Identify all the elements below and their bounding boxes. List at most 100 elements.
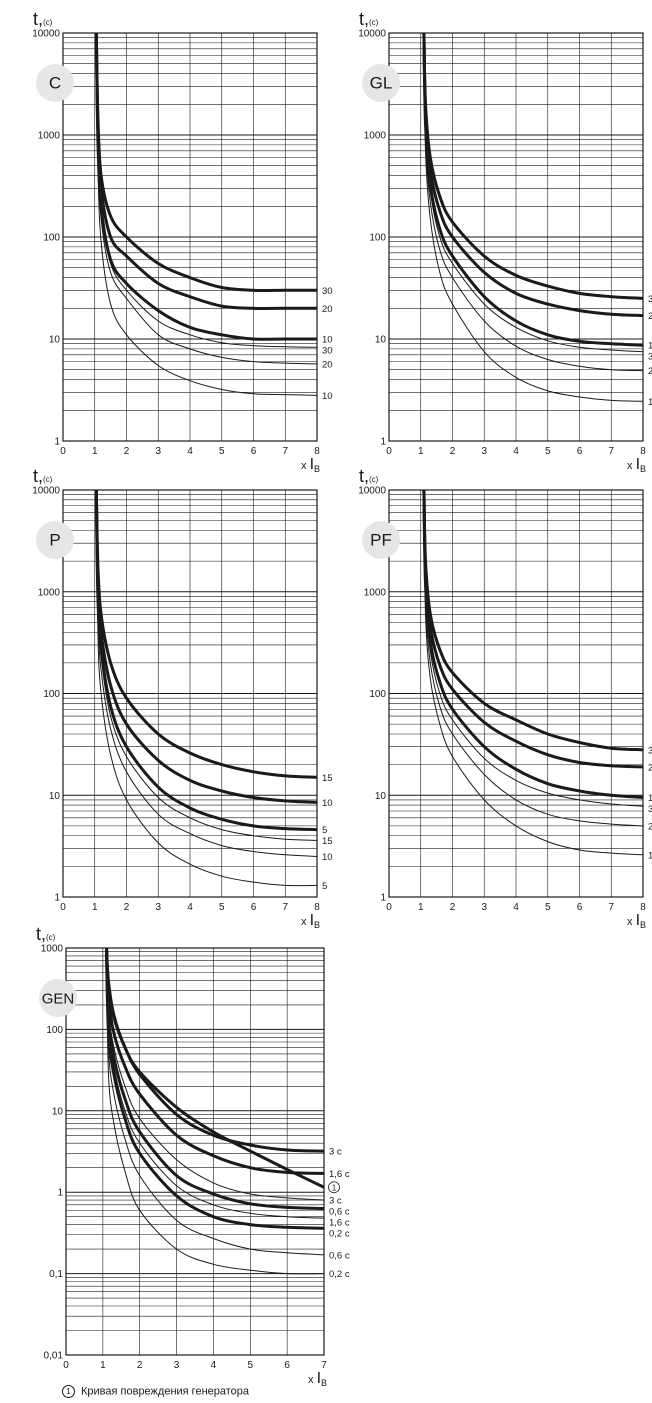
y-tick-label: 1000 [38, 587, 61, 598]
y-tick-label: 0,01 [44, 1351, 64, 1362]
x-tick-label: 1 [418, 446, 424, 457]
plot-frame [65, 947, 325, 1356]
y-axis-label: t,(c) [359, 466, 379, 486]
end-label: 30 [322, 286, 333, 297]
y-axis-label: t,(c) [36, 924, 56, 944]
end-label: 10 [322, 852, 333, 863]
end-label: 5 [322, 881, 327, 892]
end-label: 2 [648, 762, 652, 773]
x-tick-label: 2 [124, 446, 130, 457]
x-tick-label: 1 [418, 902, 424, 913]
series-line [106, 948, 324, 1256]
x-tick-label: 3 [481, 446, 487, 457]
x-tick-label: 3 [174, 1360, 180, 1371]
y-tick-label: 10 [375, 791, 387, 802]
end-label: 1,6 c [329, 1169, 350, 1180]
end-label: 20 [322, 304, 333, 315]
series-line [105, 948, 324, 1210]
end-label: 3 [648, 804, 652, 815]
x-tick-label: 7 [608, 446, 614, 457]
series-line [94, 490, 317, 804]
x-tick-label: 0 [63, 1360, 69, 1371]
series-line [95, 490, 317, 857]
x-tick-label: 5 [219, 446, 225, 457]
x-tick-label: 4 [187, 446, 193, 457]
x-tick-label: 2 [450, 446, 456, 457]
y-tick-label: 1000 [364, 587, 387, 598]
y-tick-label: 100 [369, 233, 386, 244]
x-tick-label: 6 [251, 902, 257, 913]
y-tick-label: 1 [380, 437, 386, 448]
plot-frame [62, 32, 318, 442]
footnote-text: Кривая повреждения генератора [81, 1385, 250, 1398]
curves [422, 490, 643, 856]
x-tick-label: 1 [92, 446, 98, 457]
plot-frame [388, 32, 644, 442]
x-tick-label: 6 [251, 446, 257, 457]
x-tick-label: 8 [314, 902, 320, 913]
end-label: 1 [648, 397, 652, 408]
x-tick-label: 0 [386, 902, 392, 913]
y-tick-label: 10000 [32, 29, 60, 40]
x-tick-label: 4 [513, 446, 519, 457]
series-line [423, 490, 643, 807]
x-tick-label: 0 [60, 902, 66, 913]
series-line [95, 490, 317, 887]
badge-label: PF [370, 531, 392, 550]
x-tick-label: 3 [155, 902, 161, 913]
end-label: 3 [648, 294, 652, 305]
series-line [105, 948, 324, 1153]
series-line [423, 33, 643, 372]
series-line [423, 490, 643, 827]
badge-circle [362, 64, 400, 102]
series-line [95, 33, 317, 396]
y-tick-label: 0,1 [49, 1269, 63, 1280]
series-line [422, 490, 643, 799]
x-tick-label: 8 [314, 446, 320, 457]
badge-circle [362, 521, 400, 559]
x-tick-label: 6 [284, 1360, 290, 1371]
series-line [105, 948, 324, 1230]
x-axis-label: x IB [308, 1370, 327, 1388]
x-tick-label: 7 [282, 902, 288, 913]
x-tick-label: 2 [124, 902, 130, 913]
y-axis-label: t,(c) [33, 466, 53, 486]
x-tick-label: 6 [577, 902, 583, 913]
end-label: 10 [322, 798, 333, 809]
badge-label: P [49, 531, 60, 550]
x-tick-label: 1 [92, 902, 98, 913]
curves [94, 33, 317, 396]
end-label: 2 [648, 311, 652, 322]
series-line [95, 33, 317, 348]
badge-label: GL [370, 74, 393, 93]
end-label: 1 [648, 341, 652, 352]
curves [105, 948, 324, 1275]
series-line [94, 33, 317, 293]
series-line [422, 33, 643, 317]
badge-circle [36, 64, 74, 102]
series-line [423, 33, 643, 402]
end-label: 10 [322, 391, 333, 402]
end-label: 10 [322, 335, 333, 346]
y-tick-label: 1 [54, 893, 60, 904]
series-line [422, 33, 643, 347]
y-tick-label: 100 [43, 689, 60, 700]
x-tick-label: 7 [608, 902, 614, 913]
footnote-marker: 1 [62, 1385, 75, 1398]
end-label: 3 [648, 352, 652, 363]
x-tick-label: 8 [640, 902, 646, 913]
chart-gen: 0,01 0,1 1 10 100 1000 0 1 2 3 4 5 6 7 t,(c) x IB GEN 3 c… [36, 924, 350, 1388]
end-label: 5 [322, 825, 327, 836]
end-label: 0,6 c [329, 1207, 350, 1218]
end-label: 2 [648, 366, 652, 377]
curves [94, 490, 317, 887]
y-tick-label: 1000 [364, 131, 387, 142]
y-tick-label: 10 [49, 791, 61, 802]
curves [422, 33, 643, 402]
y-tick-label: 10000 [32, 486, 60, 497]
badge-label: GEN [42, 991, 75, 1008]
y-tick-label: 1 [380, 893, 386, 904]
series-line [423, 33, 643, 353]
